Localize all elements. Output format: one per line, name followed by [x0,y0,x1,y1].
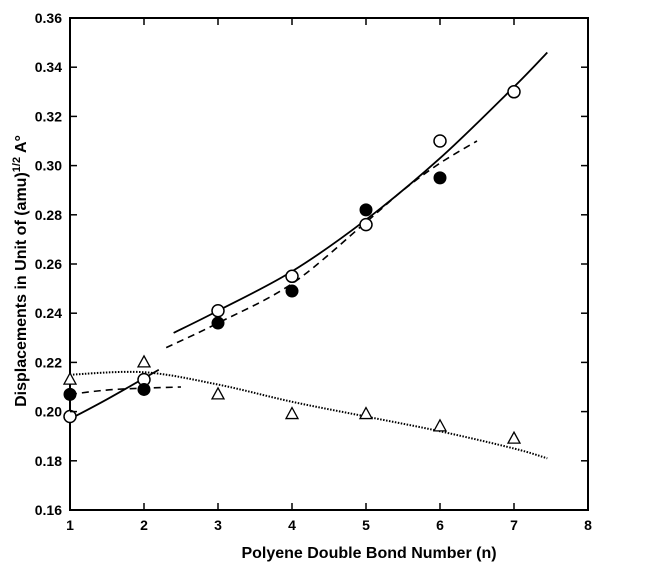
y-axis-label-prefix: Displacements in Unit of (amu) [13,172,30,407]
fit-lines [69,51,548,460]
x-tick-label: 8 [584,517,592,533]
filled-circle-point [211,316,225,330]
filled-circle-point [63,387,77,401]
y-tick-label: 0.20 [35,404,62,420]
open-circle-point [63,409,77,424]
x-axis-label: Polyene Double Bond Number (n) [241,545,496,562]
x-tick-label: 3 [214,517,222,533]
y-axis-label: Displacements in Unit of (amu)1/2 A° [11,135,30,407]
open-triangle-point [62,371,78,385]
y-tick-label: 0.32 [35,108,62,124]
dotted-fit-line [69,370,548,460]
open-triangle-point [284,406,300,420]
y-tick-label: 0.16 [35,502,62,518]
y-tick-label: 0.36 [35,10,62,26]
open-circle-point [285,269,299,284]
y-tick-label: 0.28 [35,207,62,223]
open-triangle-point [506,430,522,444]
y-axis-label-superscript: 1/2 [11,157,23,172]
x-tick-label: 4 [288,517,296,533]
x-tick-label: 2 [140,517,148,533]
filled-circle-point [433,171,447,185]
data-markers [62,85,522,444]
y-tick-label: 0.30 [35,158,62,174]
open-triangle-point [136,354,152,368]
filled-circle-point [285,284,299,298]
axis-ticks: 1 2 3 4 5 6 7 8 0.16 0.18 0.20 0.22 0.24 0.26 0.28 0.30… [35,10,592,533]
y-tick-label: 0.18 [35,453,62,469]
x-tick-label: 7 [510,517,518,533]
x-tick-label: 1 [66,517,74,533]
open-triangle-point [210,386,226,400]
x-tick-label: 5 [362,517,370,533]
y-tick-label: 0.22 [35,354,62,370]
y-tick-label: 0.24 [35,305,62,321]
dashed-fit-line [69,386,182,396]
filled-circle-point [359,203,373,217]
open-circle-point [507,85,521,99]
open-circle-point [359,217,373,232]
filled-circle-point [137,382,151,396]
y-tick-label: 0.26 [35,256,62,272]
open-triangle-point [432,418,448,432]
y-tick-label: 0.34 [35,59,62,75]
dashed-fit-line [165,140,478,349]
open-circle-point [211,303,225,318]
open-triangle-point [358,406,374,420]
y-axis-label-suffix: A° [13,135,30,157]
open-circle-point [433,134,447,148]
solid-fit-line [173,51,548,334]
x-tick-label: 6 [436,517,444,533]
